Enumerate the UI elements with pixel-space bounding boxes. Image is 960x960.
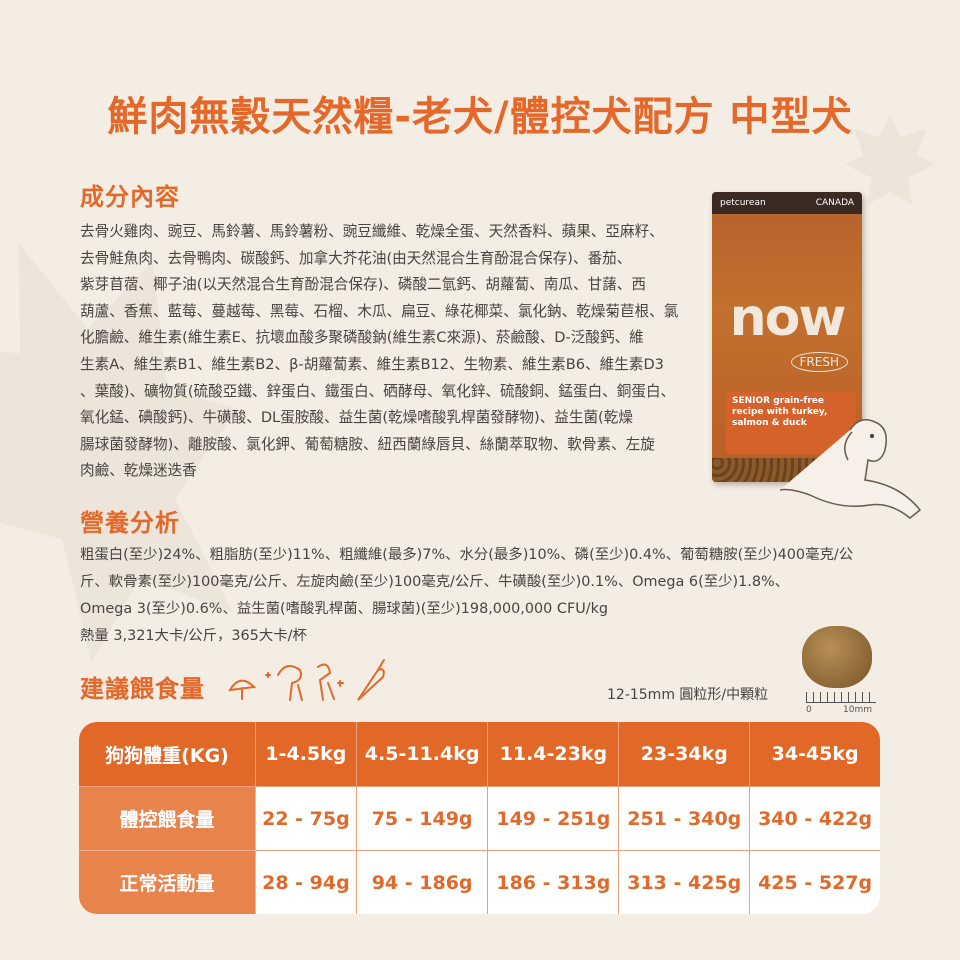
table-cell: 340 - 422g <box>750 787 880 851</box>
dog-sketch-illustration <box>780 419 922 519</box>
table-cell: 313 - 425g <box>619 851 751 914</box>
nutrition-text: 粗蛋白(至少)24%、粗脂肪(至少)11%、粗纖維(最多)7%、水分(最多)10… <box>80 542 853 650</box>
kibble-size-label: 12-15mm 圓粒形/中顆粒 <box>607 687 769 703</box>
bag-origin: CANADA <box>815 198 854 208</box>
table-row: 體控餵食量 22 - 75g 75 - 149g 149 - 251g 251 … <box>79 787 880 851</box>
header-cell: 狗狗體重(KG) <box>79 722 256 787</box>
ingredients-text: 去骨火雞肉、豌豆、馬鈴薯、馬鈴薯粉、豌豆纖維、乾燥全蛋、天然香料、蘋果、亞麻籽、… <box>80 219 678 485</box>
ruler-end-label: 10mm <box>843 705 872 715</box>
ingredients-heading: 成分內容 <box>80 183 180 211</box>
table-cell: 94 - 186g <box>356 851 489 914</box>
kibble-photo <box>802 626 872 688</box>
bag-sub-logo: FRESH <box>790 352 848 372</box>
table-row: 正常活動量 28 - 94g 94 - 186g 186 - 313g 313 … <box>79 851 880 914</box>
feeding-table: 狗狗體重(KG) 1-4.5kg 4.5-11.4kg 11.4-23kg 23… <box>79 722 880 914</box>
ingredients-line: 肉鹼、乾燥迷迭香 <box>80 462 197 480</box>
ingredients-line: 紫芽苜蓿、椰子油(以天然混合生育酚混合保存)、磷酸二氫鈣、胡蘿蔔、南瓜、甘藷、西 <box>80 276 646 294</box>
ingredients-line: 去骨鮭魚肉、去骨鴨肉、碳酸鈣、加拿大芥花油(由天然混合生育酚混合保存)、番茄、 <box>80 249 632 267</box>
header-cell: 34-45kg <box>750 722 880 787</box>
ingredients-line: 葫蘆、香蕉、藍莓、蔓越莓、黑莓、石榴、木瓜、扁豆、綠花椰菜、氯化鈉、乾燥菊苣根、… <box>80 302 679 320</box>
table-cell: 251 - 340g <box>619 787 751 851</box>
nutrition-heading: 營養分析 <box>80 509 180 537</box>
food-doodle-icons <box>228 659 385 701</box>
header-cell: 11.4-23kg <box>488 722 620 787</box>
nutrition-line: 斤、軟骨素(至少)100毫克/公斤、左旋肉鹼(至少)100毫克/公斤、牛磺酸(至… <box>80 574 790 590</box>
table-cell: 425 - 527g <box>750 851 880 914</box>
product-bag-image: petcurean CANADA now FRESH SENIOR grain-f… <box>712 192 862 482</box>
ruler-start-label: 0 <box>806 705 812 715</box>
table-cell: 149 - 251g <box>488 787 620 851</box>
nutrition-line: 熱量 3,321大卡/公斤，365大卡/杯 <box>80 628 307 644</box>
table-cell: 75 - 149g <box>356 787 489 851</box>
header-cell: 4.5-11.4kg <box>356 722 489 787</box>
row-label: 正常活動量 <box>79 851 256 914</box>
ruler-scale <box>806 692 876 703</box>
nutrition-line: 粗蛋白(至少)24%、粗脂肪(至少)11%、粗纖維(最多)7%、水分(最多)10… <box>80 547 854 563</box>
table-cell: 28 - 94g <box>256 851 357 914</box>
ingredients-line: 生素A、維生素B1、維生素B2、β-胡蘿蔔素、維生素B12、生物素、維生素B6、… <box>80 355 664 373</box>
table-cell: 22 - 75g <box>256 787 357 851</box>
table-cell: 186 - 313g <box>488 851 620 914</box>
table-header-row: 狗狗體重(KG) 1-4.5kg 4.5-11.4kg 11.4-23kg 23… <box>79 722 880 787</box>
ingredients-line: 氧化錳、碘酸鈣)、牛磺酸、DL蛋胺酸、益生菌(乾燥嗜酸乳桿菌發酵物)、益生菌(乾… <box>80 409 633 427</box>
ingredients-line: 腸球菌發酵物)、離胺酸、氯化鉀、葡萄糖胺、紐西蘭綠唇貝、絲蘭萃取物、軟骨素、左旋 <box>80 435 655 453</box>
header-cell: 1-4.5kg <box>256 722 357 787</box>
header-cell: 23-34kg <box>619 722 751 787</box>
ingredients-line: 化膽鹼、維生素(維生素E、抗壞血酸多聚磷酸鈉(維生素C來源)、菸鹼酸、D-泛酸鈣… <box>80 329 644 347</box>
row-label: 體控餵食量 <box>79 787 256 851</box>
bag-brand: petcurean <box>720 198 766 208</box>
feeding-heading: 建議餵食量 <box>80 675 205 703</box>
ingredients-line: 、葉酸)、礦物質(硫酸亞鐵、鋅蛋白、鐵蛋白、硒酵母、氧化鋅、硫酸銅、錳蛋白、銅蛋… <box>80 382 676 400</box>
bag-logo: now <box>729 288 847 348</box>
nutrition-line: Omega 3(至少)0.6%、益生菌(嗜酸乳桿菌、腸球菌)(至少)198,00… <box>80 601 609 617</box>
ingredients-line: 去骨火雞肉、豌豆、馬鈴薯、馬鈴薯粉、豌豆纖維、乾燥全蛋、天然香料、蘋果、亞麻籽、 <box>80 223 664 240</box>
page-title: 鮮肉無穀天然糧-老犬/體控犬配方 中型犬 <box>107 94 853 140</box>
bag-label: SENIOR grain-free recipe with turkey, sa… <box>726 392 856 454</box>
